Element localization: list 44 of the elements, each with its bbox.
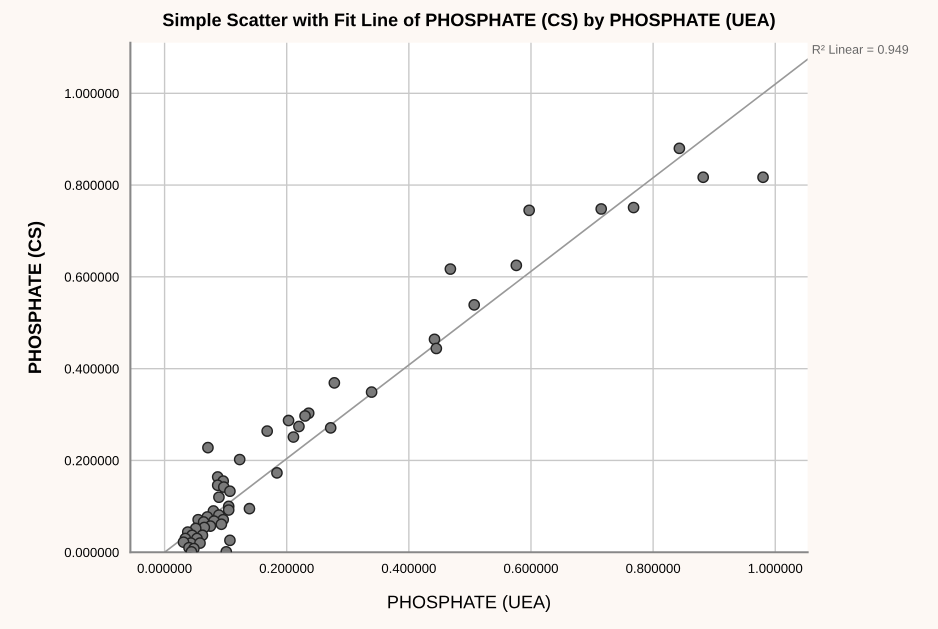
y-tick-label: 1.000000 — [65, 88, 119, 98]
point — [234, 454, 246, 466]
point — [202, 442, 214, 454]
point — [224, 485, 236, 498]
point — [271, 467, 283, 479]
x-tick-label: 0.600000 — [504, 564, 558, 574]
point — [222, 504, 235, 516]
x-tick-label: 0.000000 — [138, 564, 192, 574]
point — [674, 142, 686, 154]
x-axis-title: PHOSPHATE (UEA) — [388, 595, 550, 612]
y-tick-label: 0.400000 — [64, 364, 119, 374]
point — [261, 425, 274, 437]
y-tick-label: 0.000000 — [64, 548, 119, 558]
point — [595, 203, 608, 215]
point — [282, 414, 294, 426]
x-tick-label: 1.000000 — [748, 564, 802, 574]
point — [293, 420, 305, 432]
point — [324, 422, 337, 434]
point — [444, 263, 456, 275]
point — [697, 171, 710, 184]
text: R² Linear = 0.949 — [812, 44, 908, 54]
y-tick-label: 0.600000 — [64, 272, 119, 282]
x-tick-label: 0.400000 — [382, 564, 436, 574]
point — [366, 386, 378, 398]
point — [430, 342, 442, 354]
point — [224, 534, 236, 546]
point — [244, 502, 256, 514]
point — [468, 299, 480, 311]
point — [213, 491, 225, 504]
point — [523, 204, 535, 216]
y-tick-label: 0.200000 — [64, 456, 119, 466]
point — [328, 377, 340, 389]
y-axis-title: PHOSPHATE (CS) — [28, 222, 45, 373]
point — [216, 518, 228, 530]
chart-title: Simple Scatter with Fit Line of PHOSPHATE (CS) by PHOSPHATE (UEA) — [162, 13, 775, 30]
point — [299, 410, 311, 422]
x-tick-label: 0.200000 — [260, 564, 314, 574]
point — [288, 431, 300, 443]
x-tick-label: 0.800000 — [626, 564, 680, 574]
point — [428, 333, 440, 346]
point — [628, 202, 640, 214]
point — [757, 171, 769, 184]
y-tick-label: 0.800000 — [64, 180, 119, 190]
point — [510, 260, 522, 272]
